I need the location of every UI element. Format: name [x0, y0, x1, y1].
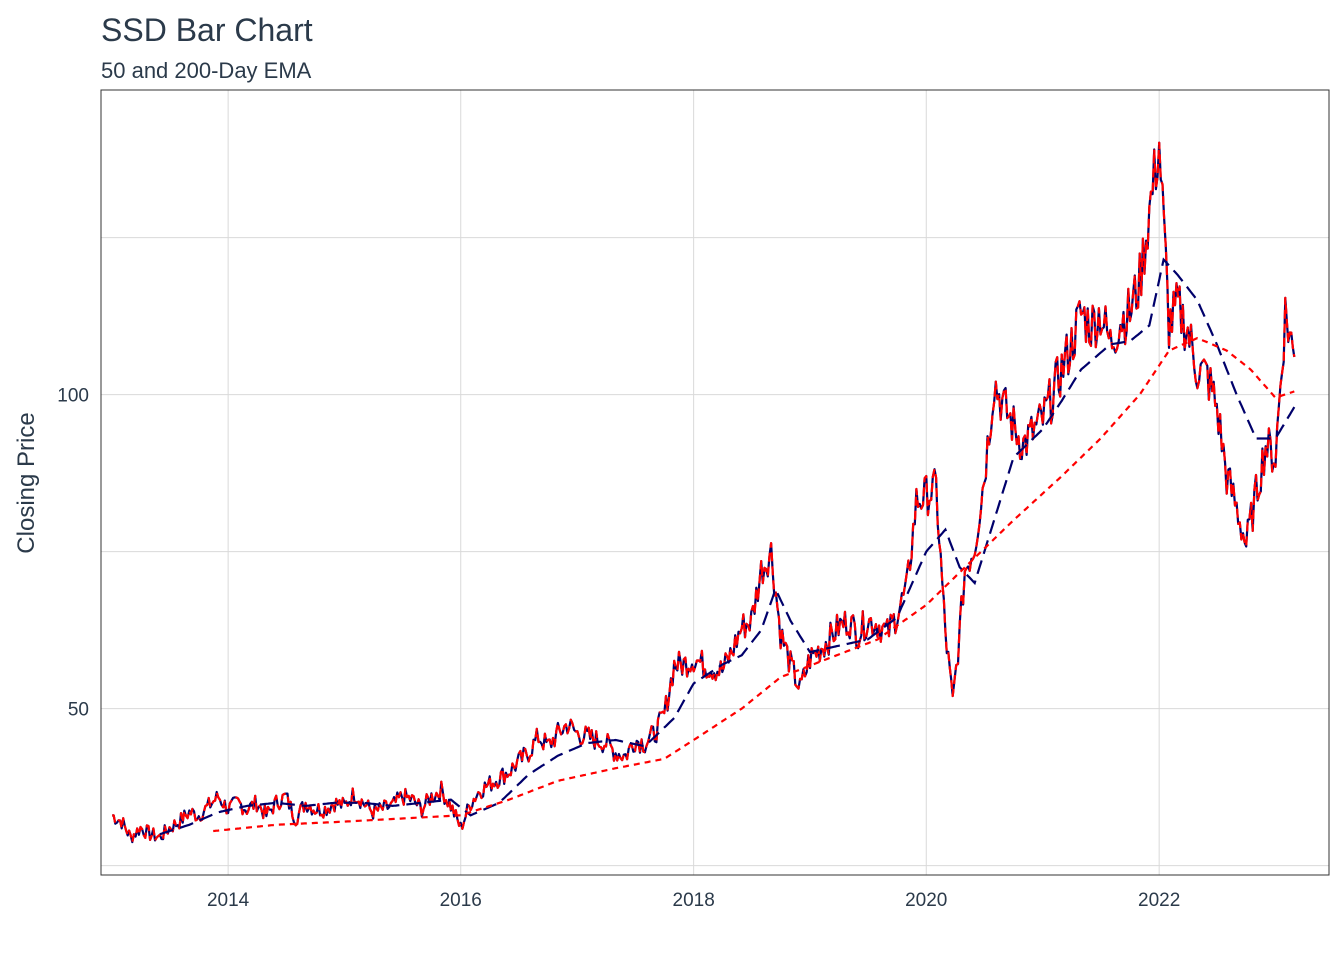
x-axis-ticks: 2014 2016 2018 2020 2022	[207, 890, 1180, 911]
y-tick-label: 100	[57, 386, 89, 407]
y-axis-ticks: 50 100	[57, 386, 89, 721]
x-tick-label: 2018	[673, 890, 715, 911]
x-tick-label: 2016	[440, 890, 482, 911]
price-line	[112, 141, 1296, 844]
grid	[101, 90, 1329, 875]
chart-subtitle: 50 and 200-Day EMA	[101, 58, 312, 83]
chart-title: SSD Bar Chart	[101, 12, 313, 48]
y-axis-label: Closing Price	[13, 412, 40, 553]
ema-200-line	[213, 336, 1295, 833]
series-layer	[112, 141, 1296, 844]
plot-border	[100, 89, 1330, 876]
x-tick-label: 2022	[1138, 890, 1180, 911]
x-tick-label: 2020	[905, 890, 947, 911]
x-tick-label: 2014	[207, 890, 250, 911]
y-tick-label: 50	[68, 700, 89, 721]
ema-50-line	[159, 257, 1296, 836]
price-line-navy	[112, 141, 1296, 844]
